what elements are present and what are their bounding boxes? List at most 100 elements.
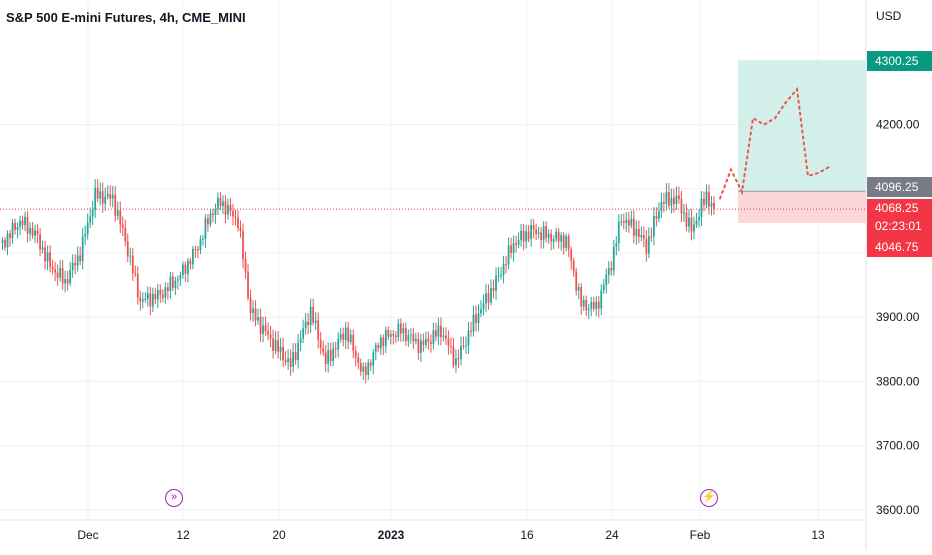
- candle: [650, 227, 653, 242]
- candle-body: [94, 188, 97, 211]
- dividend-lightning-icon[interactable]: ⚡: [700, 489, 718, 507]
- y-tick-label: 3700.00: [876, 439, 920, 453]
- candle-body: [262, 325, 264, 334]
- split-event-icon[interactable]: »: [165, 489, 183, 507]
- candle: [492, 279, 495, 299]
- candle: [399, 318, 402, 342]
- candle-body: [622, 221, 625, 224]
- candle: [202, 234, 204, 246]
- candle-body: [194, 248, 197, 250]
- candle: [181, 261, 184, 279]
- x-tick-label: 13: [811, 528, 825, 542]
- candle: [632, 210, 635, 244]
- candle-body: [552, 239, 555, 242]
- candle-body: [297, 342, 300, 361]
- candle-body: [637, 228, 640, 238]
- candle-body: [442, 335, 445, 338]
- candle: [234, 209, 237, 226]
- candle: [382, 334, 385, 356]
- candle-body: [369, 362, 372, 366]
- candle-body: [535, 229, 538, 235]
- candle: [560, 231, 563, 251]
- candle: [465, 336, 467, 354]
- candle: [139, 290, 142, 311]
- candle-body: [46, 252, 49, 262]
- candle: [450, 337, 452, 355]
- candle-body: [620, 221, 623, 223]
- candle-body: [452, 346, 455, 366]
- candle-body: [397, 323, 400, 338]
- y-tick-label: 3600.00: [876, 503, 920, 517]
- candle: [314, 312, 317, 331]
- candle-body: [668, 192, 670, 206]
- candle-body: [657, 211, 660, 219]
- candle-body: [207, 218, 209, 225]
- candle: [374, 342, 377, 361]
- candle: [535, 223, 538, 240]
- candle: [119, 201, 122, 234]
- candle: [617, 214, 620, 252]
- candle: [161, 289, 164, 303]
- candle: [435, 322, 437, 342]
- candle: [116, 201, 119, 221]
- candle: [344, 321, 347, 349]
- candle-body: [374, 345, 377, 353]
- candle: [284, 351, 287, 366]
- candle: [597, 295, 600, 318]
- candle: [424, 331, 427, 349]
- candle-body: [136, 273, 139, 298]
- candle-body: [269, 334, 272, 339]
- candle: [668, 183, 670, 209]
- candle: [134, 265, 137, 278]
- candle: [490, 279, 492, 306]
- candle-body: [562, 235, 565, 248]
- candle-body: [467, 330, 470, 346]
- candle-body: [174, 280, 177, 288]
- candle: [507, 237, 510, 270]
- candle: [101, 182, 104, 213]
- candle: [394, 331, 397, 344]
- candle-body: [404, 327, 407, 342]
- candle: [272, 329, 274, 359]
- candle-body: [126, 241, 129, 257]
- candle-body: [186, 260, 189, 274]
- candle: [111, 185, 114, 208]
- candle: [409, 328, 412, 344]
- candle-body: [700, 198, 703, 218]
- candle-body: [1, 240, 4, 244]
- candle: [14, 218, 16, 235]
- candle: [678, 186, 680, 204]
- candle-body: [362, 366, 365, 372]
- candle-body: [304, 321, 307, 329]
- candle: [334, 341, 337, 359]
- candle: [324, 344, 327, 372]
- candle: [186, 257, 189, 283]
- candle: [79, 246, 82, 266]
- candle-body: [487, 293, 490, 303]
- candle: [26, 211, 29, 243]
- candle-body: [141, 299, 144, 302]
- candle-body: [6, 233, 9, 248]
- candle-body: [74, 262, 77, 266]
- candle-body: [171, 276, 174, 288]
- candle-body: [114, 194, 117, 216]
- entry-price-tag: 4096.25: [867, 177, 932, 197]
- candle-body: [500, 275, 502, 277]
- candle-body: [339, 333, 342, 339]
- candle: [467, 321, 470, 355]
- candle: [362, 362, 365, 380]
- candle: [56, 264, 59, 286]
- candle: [372, 349, 375, 375]
- candle: [86, 213, 89, 240]
- candle-body: [382, 337, 385, 347]
- candle-body: [76, 255, 79, 266]
- candle-body: [708, 191, 710, 207]
- candle-body: [192, 248, 194, 265]
- candle-body: [379, 337, 382, 349]
- candle: [217, 192, 219, 216]
- candle-body: [565, 236, 568, 248]
- candle: [520, 223, 522, 247]
- candle-body: [698, 217, 700, 221]
